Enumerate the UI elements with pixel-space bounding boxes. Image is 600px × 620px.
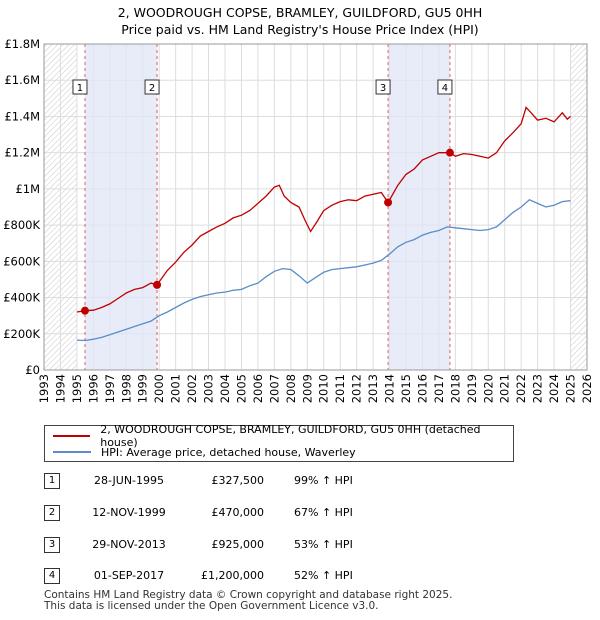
sale-number: 3 [44, 537, 60, 553]
x-tick-label: 2013 [366, 374, 380, 403]
legend-label-property: 2, WOODROUGH COPSE, BRAMLEY, GUILDFORD, … [100, 423, 481, 449]
x-tick-label: 2012 [350, 374, 364, 403]
x-tick-label: 2007 [267, 374, 281, 403]
footer-copyright: Contains HM Land Registry data © Crown c… [44, 589, 453, 601]
chart-legend: 2, WOODROUGH COPSE, BRAMLEY, GUILDFORD, … [44, 423, 514, 462]
sale-label-box [437, 79, 453, 95]
x-tick-label: 2008 [284, 374, 298, 403]
y-tick-label: £800K [3, 218, 40, 232]
x-tick-label: 2017 [432, 374, 446, 403]
footer-attribution: Contains HM Land Registry data © Crown c… [44, 590, 452, 612]
sale-hpi-change: 99% ↑ HPI [294, 474, 353, 487]
x-tick-label: 2014 [383, 374, 397, 403]
x-tick-label: 2004 [218, 374, 232, 403]
sale-number: 4 [44, 568, 60, 584]
legend-item-property: 2, WOODROUGH COPSE, BRAMLEY, GUILDFORD, … [53, 423, 513, 449]
sale-period-shading [388, 44, 450, 370]
sale-label-box [72, 79, 88, 95]
sale-price: £1,200,000 [201, 569, 264, 582]
sale-price: £470,000 [211, 506, 265, 519]
sale-point [80, 306, 89, 315]
footer-license: This data is licensed under the Open Gov… [44, 600, 379, 612]
x-tick-label: 2000 [152, 374, 166, 403]
x-tick-label: 2024 [547, 374, 561, 403]
x-tick-label: 2020 [481, 374, 495, 403]
y-tick-label: £1M [15, 182, 40, 196]
x-tick-label: 1993 [37, 374, 51, 403]
x-tick-label: 1996 [86, 374, 100, 403]
legend-label-hpi: HPI: Average price, detached house, Wave… [101, 445, 356, 459]
sale-row: 2 12-NOV-1999 £470,000 67% ↑ HPI [44, 505, 464, 523]
x-tick-label: 2006 [251, 374, 265, 403]
x-tick-label: 1997 [103, 374, 117, 403]
x-tick-label: 1998 [119, 374, 133, 403]
sale-label-box [375, 79, 391, 95]
sale-label-number: 2 [149, 83, 155, 94]
x-tick-label: 1994 [53, 374, 67, 403]
legend-swatch-property [53, 435, 91, 437]
sale-date: 29-NOV-2013 [92, 538, 166, 551]
sale-label-number: 4 [442, 83, 448, 94]
legend-swatch-hpi [53, 451, 91, 453]
y-tick-label: £1.8M [4, 37, 40, 51]
sale-label-number: 3 [380, 83, 386, 94]
hpi-series-line [76, 199, 571, 342]
chart-title: 2, WOODROUGH COPSE, BRAMLEY, GUILDFORD, … [117, 5, 483, 20]
x-tick-label: 2005 [234, 374, 248, 403]
y-tick-label: £0 [25, 363, 40, 377]
sale-point [445, 148, 454, 157]
sale-label-box [144, 79, 160, 95]
chart-subtitle: Price paid vs. HM Land Registry's House … [121, 22, 479, 37]
sale-hpi-change: 52% ↑ HPI [294, 569, 353, 582]
property-series-line [76, 106, 571, 313]
sale-price: £925,000 [211, 538, 265, 551]
y-tick-label: £600K [3, 254, 40, 268]
x-tick-label: 2016 [415, 374, 429, 403]
y-tick-label: £1.6M [4, 73, 40, 87]
sale-point [384, 198, 393, 207]
sale-number: 1 [44, 473, 60, 489]
x-tick-label: 2001 [169, 374, 183, 403]
x-tick-label: 2023 [531, 374, 545, 403]
sale-date: 12-NOV-1999 [92, 506, 166, 519]
y-tick-label: £200K [3, 327, 40, 341]
x-tick-label: 2015 [399, 374, 413, 403]
sale-number: 2 [44, 505, 60, 521]
legend-item-hpi: HPI: Average price, detached house, Wave… [53, 445, 356, 459]
x-tick-label: 2010 [317, 374, 331, 403]
sale-hpi-change: 53% ↑ HPI [294, 538, 353, 551]
sale-row: 1 28-JUN-1995 £327,500 99% ↑ HPI [44, 473, 464, 491]
sale-date: 28-JUN-1995 [93, 474, 165, 487]
y-tick-label: £400K [3, 291, 40, 305]
sale-label-number: 1 [77, 83, 83, 94]
sale-price: £327,500 [211, 474, 265, 487]
sale-period-shading [84, 44, 158, 370]
y-tick-label: £1.4M [4, 109, 40, 123]
x-tick-label: 2009 [300, 374, 314, 403]
sale-point [153, 280, 162, 289]
plot-frame [43, 43, 588, 371]
price-chart: 1 2 3 4 £0 £200K £400K £600K £800K £1M £1.2M £1.4M… [3, 37, 594, 403]
x-tick-label: 2019 [465, 374, 479, 403]
x-tick-label: 2018 [448, 374, 462, 403]
x-tick-label: 2022 [514, 374, 528, 403]
x-tick-label: 2011 [333, 374, 347, 403]
hatch-after-region [570, 44, 587, 370]
x-tick-label: 2021 [498, 374, 512, 403]
x-tick-label: 1999 [136, 374, 150, 403]
x-tick-label: 2003 [202, 374, 216, 403]
x-tick-label: 2002 [185, 374, 199, 403]
sale-hpi-change: 67% ↑ HPI [294, 506, 353, 519]
x-tick-label: 1995 [70, 374, 84, 403]
x-tick-label: 2026 [580, 374, 594, 403]
sale-date: 01-SEP-2017 [93, 569, 165, 582]
y-tick-label: £1.2M [4, 146, 40, 160]
sale-row: 4 01-SEP-2017 £1,200,000 52% ↑ HPI [44, 568, 464, 586]
chart-title-block: 2, WOODROUGH COPSE, BRAMLEY, GUILDFORD, … [0, 4, 600, 38]
x-tick-label: 2025 [564, 374, 578, 403]
sale-row: 3 29-NOV-2013 £925,000 53% ↑ HPI [44, 537, 464, 555]
